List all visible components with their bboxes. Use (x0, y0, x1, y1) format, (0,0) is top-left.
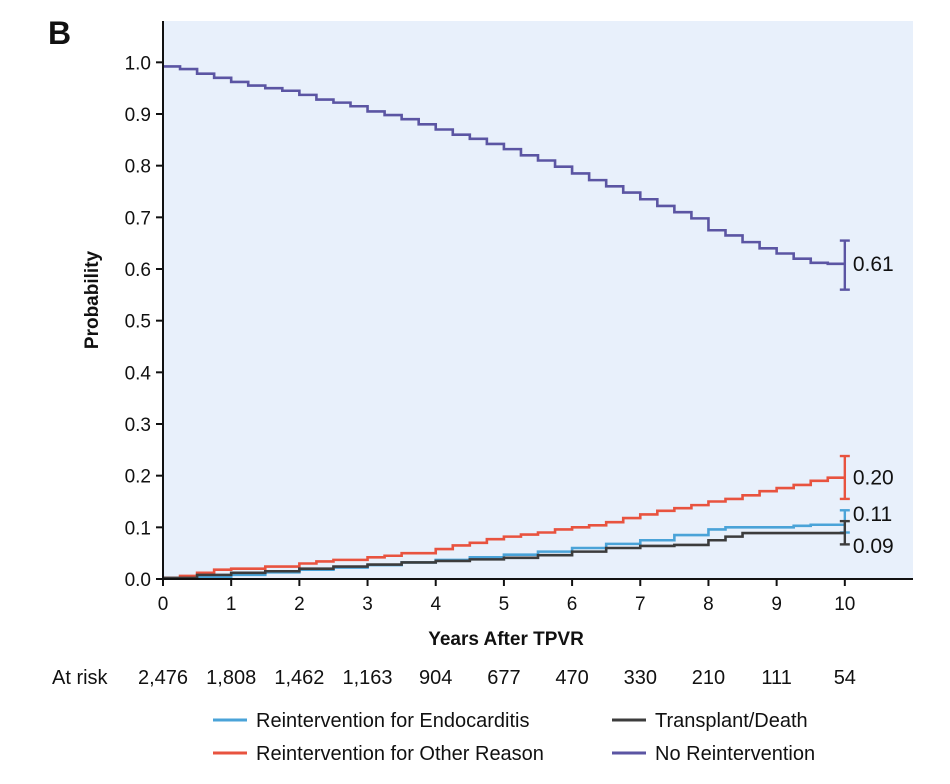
legend-label: Reintervention for Other Reason (256, 743, 544, 765)
at-risk-value: 470 (555, 667, 588, 689)
at-risk-label: At risk (52, 667, 109, 689)
end-value-label: 0.09 (853, 535, 894, 558)
series-line (163, 476, 845, 580)
x-tick-label: 0 (158, 594, 169, 615)
y-tick-label: 0.0 (125, 570, 151, 591)
y-tick-label: 0.1 (125, 518, 151, 539)
y-tick-label: 0.9 (125, 105, 151, 126)
y-axis-title: Probability (82, 250, 103, 349)
y-tick-label: 0.2 (125, 467, 151, 488)
at-risk-value: 54 (834, 667, 856, 689)
y-tick-label: 0.8 (125, 157, 151, 178)
y-tick-label: 0.6 (125, 260, 151, 281)
y-tick-label: 0.3 (125, 415, 151, 436)
end-value-label: 0.20 (853, 467, 894, 490)
panel-letter: B (48, 15, 71, 51)
x-tick-label: 10 (834, 594, 855, 615)
at-risk-value: 2,476 (138, 667, 188, 689)
at-risk-value: 677 (487, 667, 520, 689)
series-line (163, 65, 845, 266)
legend-label: Transplant/Death (655, 710, 808, 732)
x-tick-label: 2 (294, 594, 305, 615)
y-tick-label: 0.5 (125, 312, 151, 333)
series-line (163, 531, 845, 580)
legend-label: No Reintervention (655, 743, 815, 765)
at-risk-value: 904 (419, 667, 452, 689)
end-value-label: 0.11 (853, 503, 892, 526)
y-tick-label: 1.0 (125, 53, 151, 74)
end-value-label: 0.61 (853, 253, 894, 276)
y-tick-label: 0.4 (125, 363, 152, 384)
x-tick-label: 8 (703, 594, 714, 615)
at-risk-value: 1,808 (206, 667, 256, 689)
x-tick-label: 4 (430, 594, 441, 615)
at-risk-value: 330 (624, 667, 657, 689)
x-tick-label: 5 (499, 594, 510, 615)
at-risk-value: 1,462 (274, 667, 324, 689)
x-tick-label: 1 (226, 594, 237, 615)
legend-label: Reintervention for Endocarditis (256, 710, 529, 732)
x-tick-label: 6 (567, 594, 578, 615)
y-tick-label: 0.7 (125, 208, 151, 229)
plot-background (163, 21, 913, 579)
x-tick-label: 9 (771, 594, 782, 615)
at-risk-value: 1,163 (343, 667, 393, 689)
at-risk-value: 111 (761, 667, 791, 689)
at-risk-value: 210 (692, 667, 725, 689)
x-axis-title: Years After TPVR (428, 629, 584, 650)
x-tick-label: 7 (635, 594, 646, 615)
x-tick-label: 3 (362, 594, 373, 615)
